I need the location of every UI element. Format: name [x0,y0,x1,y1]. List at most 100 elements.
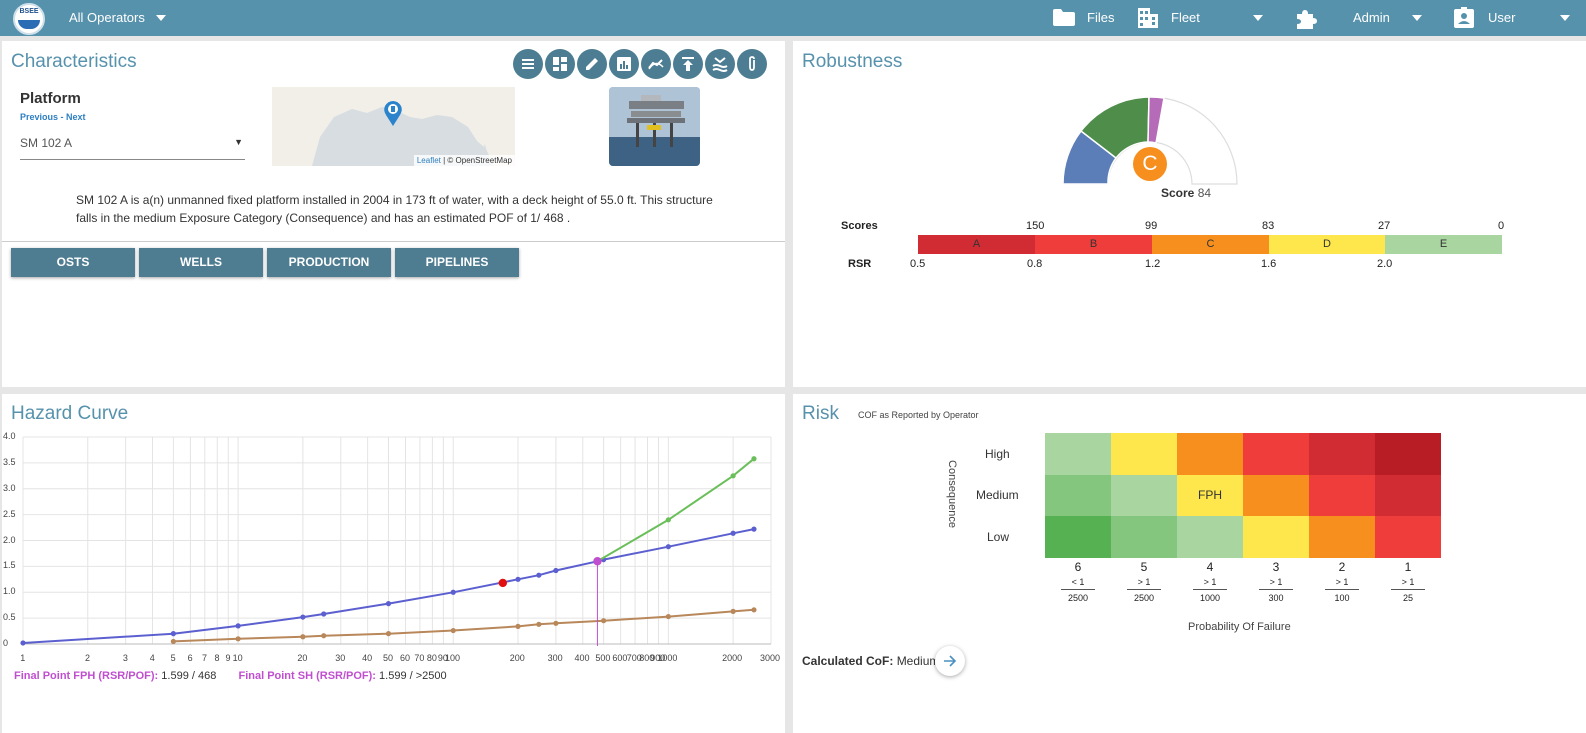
hazard-data-point [450,589,456,595]
risk-cell[interactable] [1375,516,1441,558]
x-tick-label: 3000 [760,653,781,663]
score-tick: 150 [1026,220,1045,232]
risk-cell[interactable] [1309,433,1375,475]
building-icon[interactable] [1138,8,1158,28]
hazard-data-point [553,567,559,574]
grade-badge: C [1133,147,1167,181]
platform-map[interactable]: Leaflet | © OpenStreetMap [272,87,515,166]
trend-button[interactable] [641,49,671,79]
final-sh-value: 1.599 / >2500 [379,670,447,682]
y-tick-label: 3.0 [3,482,16,493]
puzzle-icon[interactable] [1295,8,1317,30]
user-badge-icon[interactable] [1454,7,1474,28]
hazard-data-point [450,627,456,634]
attachment-button[interactable] [737,49,767,79]
hazard-data-point [20,640,26,646]
risk-cell[interactable] [1243,433,1309,475]
risk-cell[interactable] [1243,516,1309,558]
nav-separator: - [58,112,67,122]
x-tick-label: 10 [232,653,243,663]
risk-cell[interactable] [1045,474,1111,516]
final-fph-value: 1.599 / 468 [161,670,217,682]
operator-chevron-down-icon[interactable] [156,15,166,21]
list-icon [522,59,534,69]
map-attribution: Leaflet | © OpenStreetMap [413,155,515,166]
risk-cell[interactable] [1309,516,1375,558]
pof-column-top: > 1 [1335,577,1349,587]
risk-cell[interactable] [1111,474,1177,516]
fleet-link[interactable]: Fleet [1171,10,1200,25]
x-tick-label: 80 [426,653,437,663]
leaflet-link[interactable]: Leaflet [416,156,441,165]
rsr-tick: 1.2 [1145,258,1161,270]
tab-production[interactable]: PRODUCTION [267,248,391,277]
risk-cell[interactable] [1375,433,1441,475]
risk-cell[interactable] [1177,433,1243,475]
user-chevron-down-icon[interactable] [1560,15,1570,21]
hazard-chart[interactable] [0,430,785,665]
x-tick-label: 5 [170,653,176,663]
risk-cell[interactable] [1309,474,1375,516]
calculated-cof-label: Calculated CoF: [802,654,894,668]
pof-column-bottom: 2500 [1133,593,1155,603]
risk-cell[interactable] [1045,433,1111,475]
score-tick: 99 [1145,220,1158,232]
operator-selector[interactable]: All Operators [69,0,145,36]
admin-menu[interactable]: Admin [1353,10,1390,25]
fleet-chevron-down-icon[interactable] [1253,15,1263,21]
cof-next-button[interactable] [935,646,965,676]
description-line-2: falls in the medium Exposure Category (C… [76,211,571,225]
pof-column-number: 6 [1074,560,1082,574]
platform-select[interactable]: SM 102 A ▼ [20,127,245,160]
x-tick-label: 60 [400,653,411,663]
chart-button[interactable] [609,49,639,79]
x-tick-label: 1 [20,653,26,663]
row-label-high: High [985,447,1010,461]
pof-fraction-line [1193,589,1227,590]
hazard-marker [498,578,508,588]
risk-cell[interactable] [1111,433,1177,475]
risk-cell-fph[interactable]: FPH [1177,474,1243,516]
map-marker-icon[interactable] [383,100,403,127]
row-label-low: Low [987,530,1010,544]
water-button[interactable] [705,49,735,79]
score-tick: 0 [1498,220,1505,232]
platform-select-value: SM 102 A [20,136,73,150]
x-tick-label: 9 [225,653,231,663]
logo-wave-icon [18,20,40,29]
user-menu[interactable]: User [1488,10,1516,25]
list-button[interactable] [513,49,543,79]
risk-cell[interactable] [1243,474,1309,516]
top-bar: BSEE All Operators Files Fleet Admin Use… [0,0,1586,36]
edit-button[interactable] [577,49,607,79]
risk-cell[interactable] [1111,516,1177,558]
previous-link[interactable]: Previous [20,112,59,122]
pof-column-bottom: 100 [1334,593,1350,603]
bsee-logo[interactable]: BSEE [13,3,45,35]
x-tick-label: 30 [335,653,346,663]
x-tick-label: 2 [85,653,91,663]
next-link[interactable]: Next [66,112,86,122]
pof-column-number: 5 [1140,560,1148,574]
hazard-data-point [536,572,542,578]
x-tick-label: 3 [122,653,128,663]
score-value: 84 [1197,186,1212,200]
admin-chevron-down-icon[interactable] [1412,15,1422,21]
robustness-panel: Robustness [793,41,1586,387]
x-tick-label: 600 [612,653,628,663]
upload-button[interactable] [673,49,703,79]
files-link[interactable]: Files [1087,10,1115,25]
hazard-data-point [385,601,392,607]
tab-osts[interactable]: OSTS [11,248,135,277]
folder-icon[interactable] [1053,9,1075,26]
tab-wells[interactable]: WELLS [139,248,263,277]
platform-photo[interactable] [609,87,700,166]
tab-pipelines[interactable]: PIPELINES [395,248,519,277]
dashboard-button[interactable] [545,49,575,79]
pof-column-top: > 1 [1401,577,1415,587]
arrow-right-icon [944,655,957,667]
risk-cell[interactable] [1177,516,1243,558]
final-sh-label: Final Point SH (RSR/POF): [238,670,376,682]
risk-cell[interactable] [1375,474,1441,516]
risk-cell[interactable] [1045,516,1111,558]
